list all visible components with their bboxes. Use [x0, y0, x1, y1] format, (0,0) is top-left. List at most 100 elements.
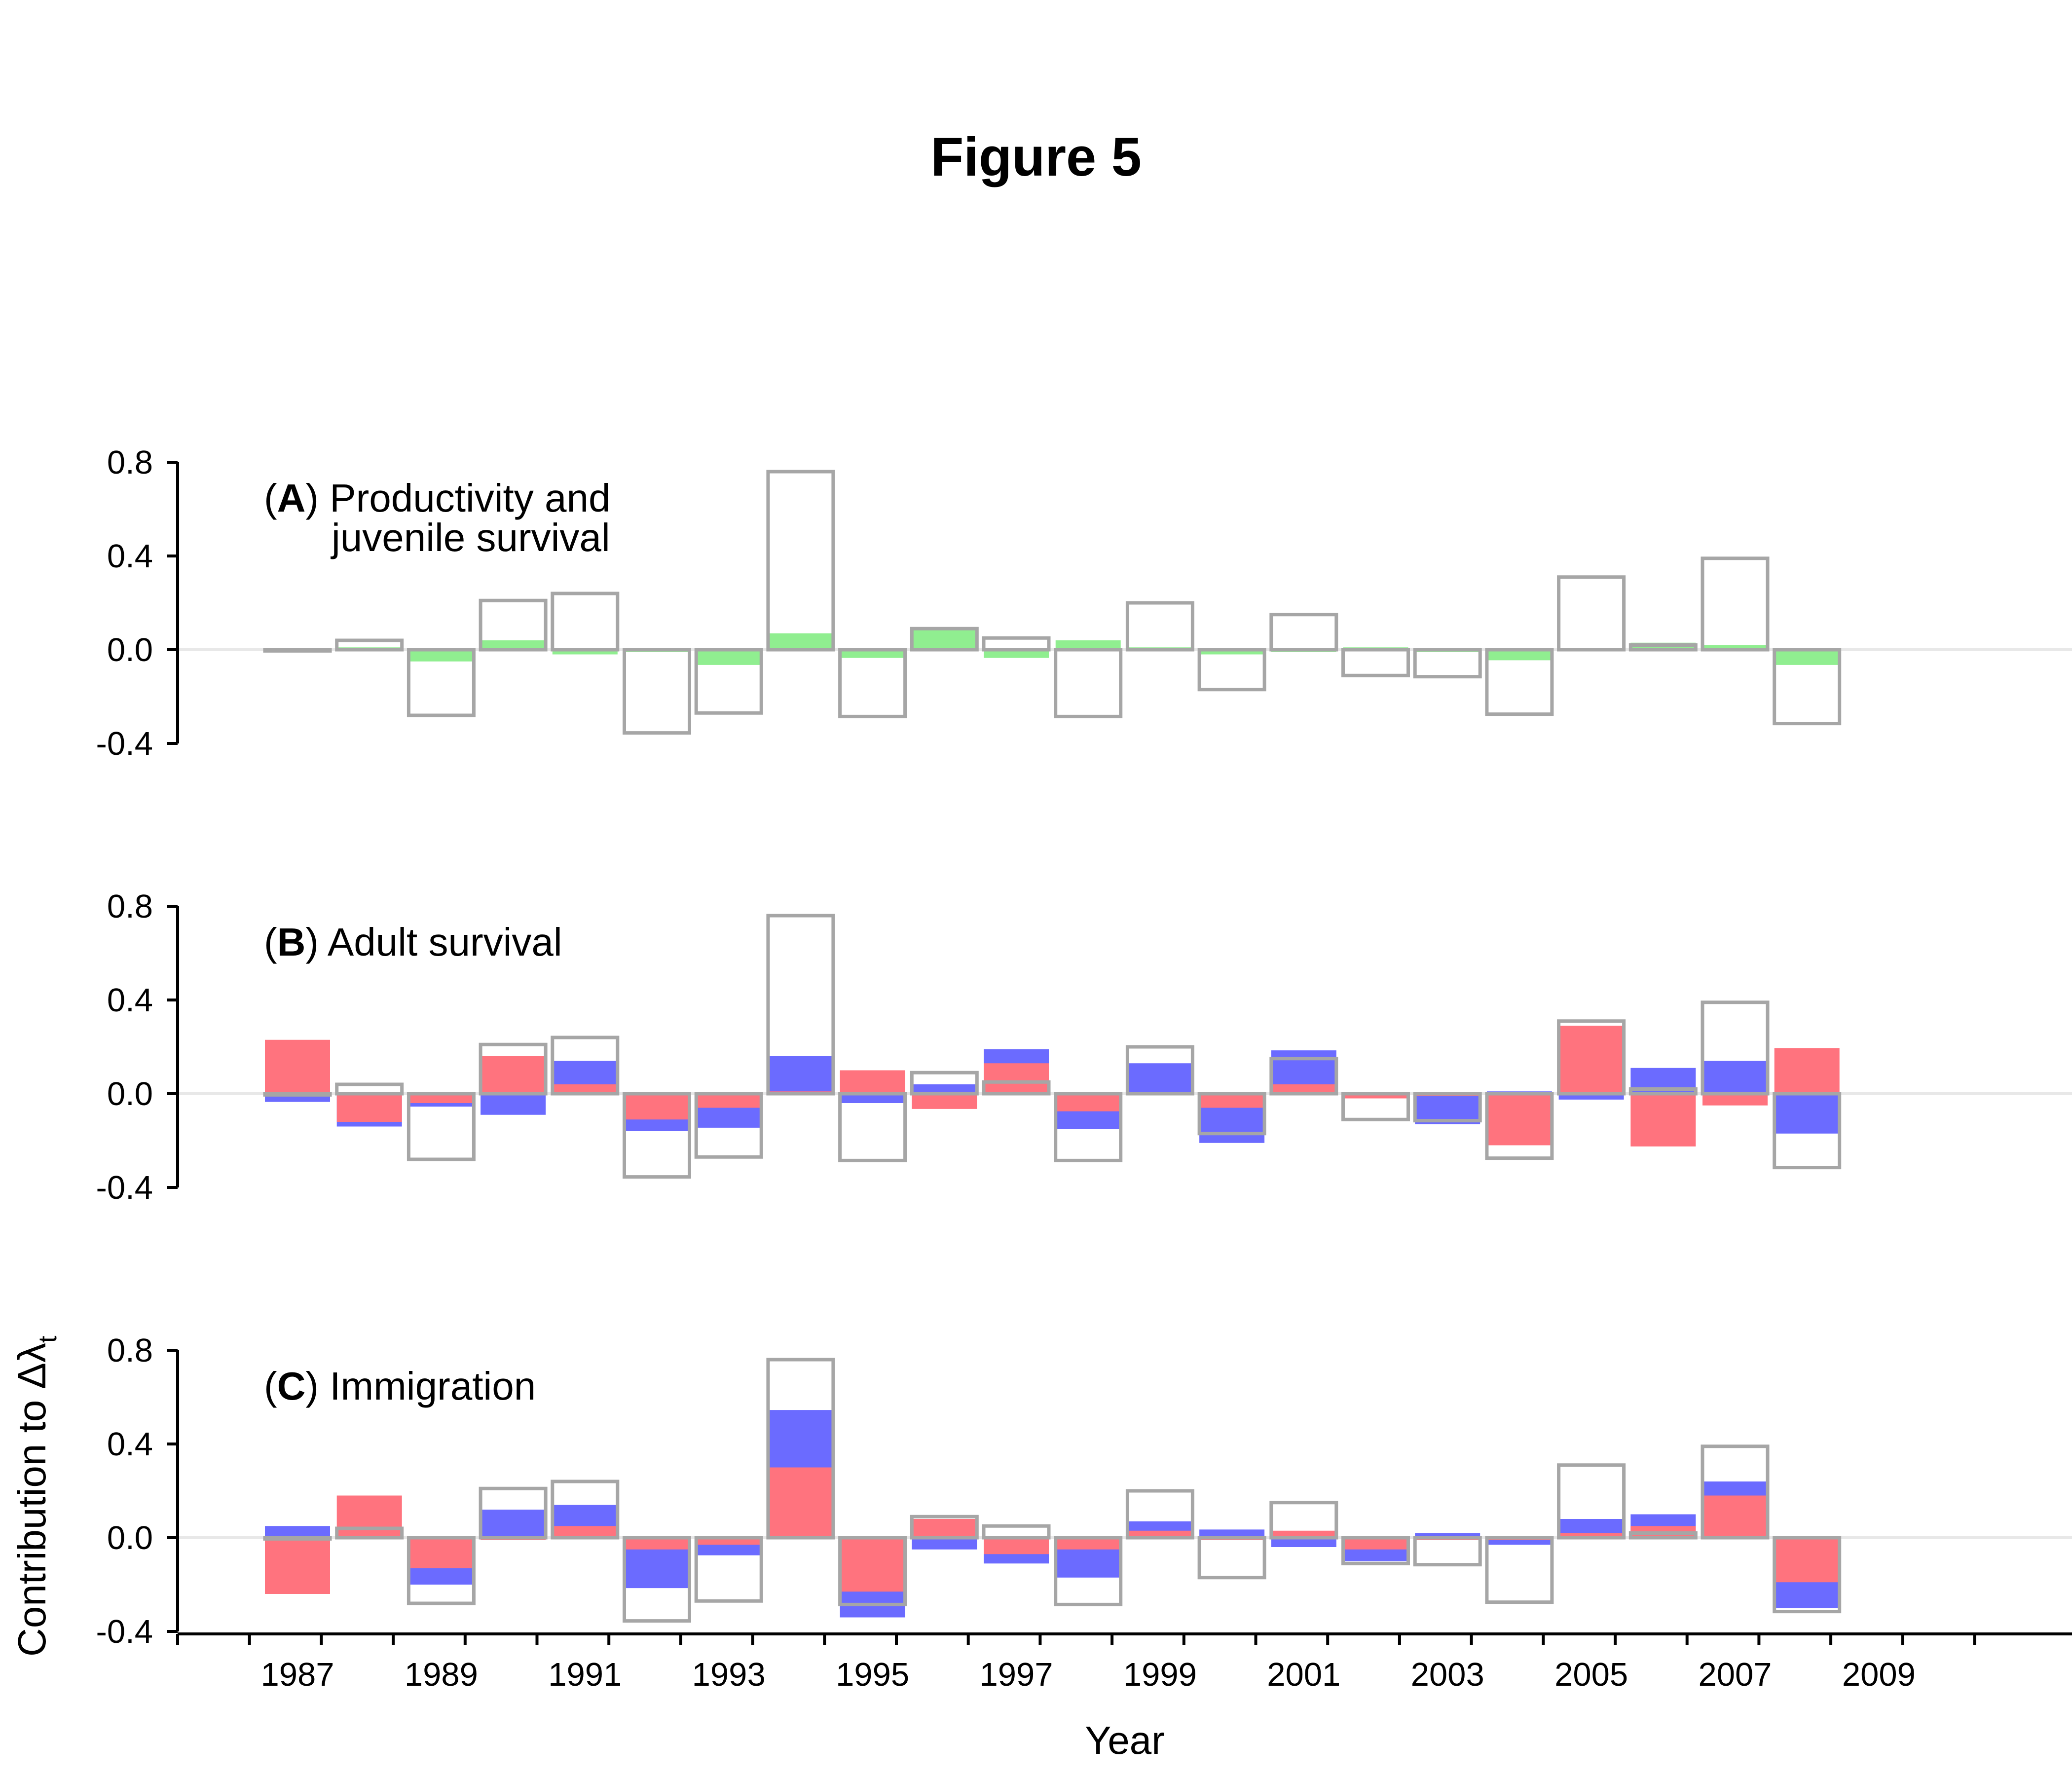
- total-bar-outline: [1628, 643, 1698, 652]
- total-bar-outline: [623, 1092, 691, 1179]
- x-tick-label: 1999: [1123, 1656, 1197, 1693]
- total-bar-outline: [1485, 648, 1554, 716]
- total-bar-outline: [1628, 1531, 1698, 1540]
- component-bar: [912, 1538, 977, 1550]
- panel-label: (B) Adult survival: [264, 920, 562, 964]
- component-bar: [481, 1094, 546, 1115]
- total-bar-outline: [982, 1524, 1051, 1540]
- component-bar: [840, 1094, 905, 1103]
- y-axis-title-main: Contribution to Δλ: [10, 1343, 54, 1657]
- total-bar-outline: [1628, 1087, 1698, 1096]
- panel-label-open-paren: (: [264, 920, 277, 964]
- total-bar-outline: [335, 638, 404, 652]
- x-tick-label: 1997: [979, 1656, 1053, 1693]
- component-bar: [1558, 1026, 1624, 1094]
- x-tick-label: 1995: [836, 1656, 909, 1693]
- total-bar-outline: [1125, 1045, 1194, 1096]
- component-bar: [1774, 650, 1840, 665]
- component-bar: [1630, 1094, 1696, 1147]
- component-bar: [1558, 1094, 1624, 1100]
- total-bar-outline: [1054, 1536, 1123, 1606]
- total-bar-outline: [1054, 648, 1123, 718]
- component-bar: [1702, 1061, 1768, 1094]
- total-bar-outline: [1054, 1092, 1123, 1162]
- component-bar: [265, 1538, 330, 1594]
- x-tick-label: 2003: [1411, 1656, 1484, 1693]
- component-bar: [1486, 1094, 1552, 1146]
- total-bar-outline: [1485, 1092, 1554, 1160]
- total-bar-outline: [551, 1480, 620, 1540]
- component-bar: [696, 1094, 762, 1108]
- total-bar-outline: [1269, 613, 1338, 652]
- component-bar: [1199, 650, 1265, 655]
- total-bar-outline: [263, 1536, 332, 1541]
- total-bar-outline: [1341, 1092, 1410, 1121]
- total-bar-outline: [838, 648, 907, 718]
- total-bar-outline: [1125, 601, 1194, 652]
- total-bar-outline: [1197, 648, 1266, 692]
- total-bar-outline: [1701, 556, 1770, 652]
- x-tick-label: 2009: [1842, 1656, 1916, 1693]
- total-bar-outline: [1413, 1092, 1482, 1123]
- component-bar: [696, 650, 762, 665]
- total-bar-outline: [694, 1092, 763, 1159]
- panel-label-title: Adult survival: [328, 920, 562, 964]
- component-bar: [552, 1526, 618, 1538]
- x-tick-label: 2005: [1554, 1656, 1628, 1693]
- panel-label-letter: C: [277, 1364, 306, 1408]
- x-tick-label: 1989: [405, 1656, 478, 1693]
- y-axis-title-subscript: t: [34, 1335, 62, 1343]
- component-bar: [1271, 1530, 1336, 1538]
- total-bar-outline: [263, 648, 332, 653]
- total-bar-outline: [479, 1486, 548, 1540]
- panel-label-close-paren: ): [305, 476, 330, 520]
- component-bar: [912, 1084, 977, 1094]
- component-bar: [481, 640, 546, 650]
- y-tick-label: 0.4: [107, 982, 153, 1019]
- component-bar: [1558, 1533, 1624, 1538]
- panel-c: 0.8 0.4 0.0 -0.4 (C) Immigration: [96, 1332, 2072, 1650]
- component-bar: [265, 1039, 330, 1094]
- component-bar: [768, 633, 833, 650]
- component-bar: [481, 1510, 546, 1538]
- component-bar: [984, 1063, 1049, 1094]
- total-bar-outline: [479, 598, 548, 652]
- panel-label-title: Productivity and: [330, 476, 610, 520]
- component-bar: [840, 1538, 905, 1592]
- total-bar-outline: [1413, 1536, 1482, 1567]
- figure-title: Figure 5: [930, 127, 1142, 187]
- total-bar-outline: [479, 1042, 548, 1096]
- total-bar-outline: [335, 1082, 404, 1096]
- component-bar: [336, 1495, 402, 1538]
- panel-b: 0.8 0.4 0.0 -0.4 (B) Adult survival: [96, 888, 2072, 1206]
- total-bar-outline: [910, 627, 979, 652]
- component-bar: [408, 1538, 474, 1568]
- component-bar: [1702, 1495, 1768, 1538]
- component-bar: [1486, 650, 1552, 661]
- panel-label-title: Immigration: [330, 1364, 536, 1408]
- panels-group: 0.80.40.0-0.4(A) Productivity andjuvenil…: [96, 444, 2072, 1650]
- y-tick-label: -0.4: [96, 1613, 153, 1650]
- component-bar: [1343, 1094, 1408, 1099]
- component-bar: [1774, 1094, 1840, 1134]
- panel-label-close-paren: ): [305, 920, 327, 964]
- x-tick-label: 2001: [1267, 1656, 1340, 1693]
- panel-label: (A) Productivity and: [264, 476, 610, 520]
- component-bar: [912, 1094, 977, 1109]
- total-bar-outline: [982, 636, 1051, 652]
- component-bar: [1127, 1530, 1193, 1538]
- component-bar: [840, 650, 905, 658]
- panel-label-line2: juvenile survival: [331, 516, 610, 559]
- x-axis: 1987 1989 1991 1993 1995 1997 1999 2001 2003 2005…: [176, 1632, 2072, 1693]
- component-bar: [1271, 1538, 1336, 1547]
- component-bar: [912, 629, 977, 650]
- total-bar-outline: [838, 1536, 907, 1606]
- total-bar-outline: [623, 1536, 691, 1623]
- component-bar: [336, 1094, 402, 1122]
- component-bar: [552, 650, 618, 655]
- total-bar-outline: [263, 1092, 332, 1097]
- y-tick-label: 0.8: [107, 1332, 153, 1369]
- component-bar: [912, 1519, 977, 1538]
- total-bar-outline: [1269, 1057, 1338, 1096]
